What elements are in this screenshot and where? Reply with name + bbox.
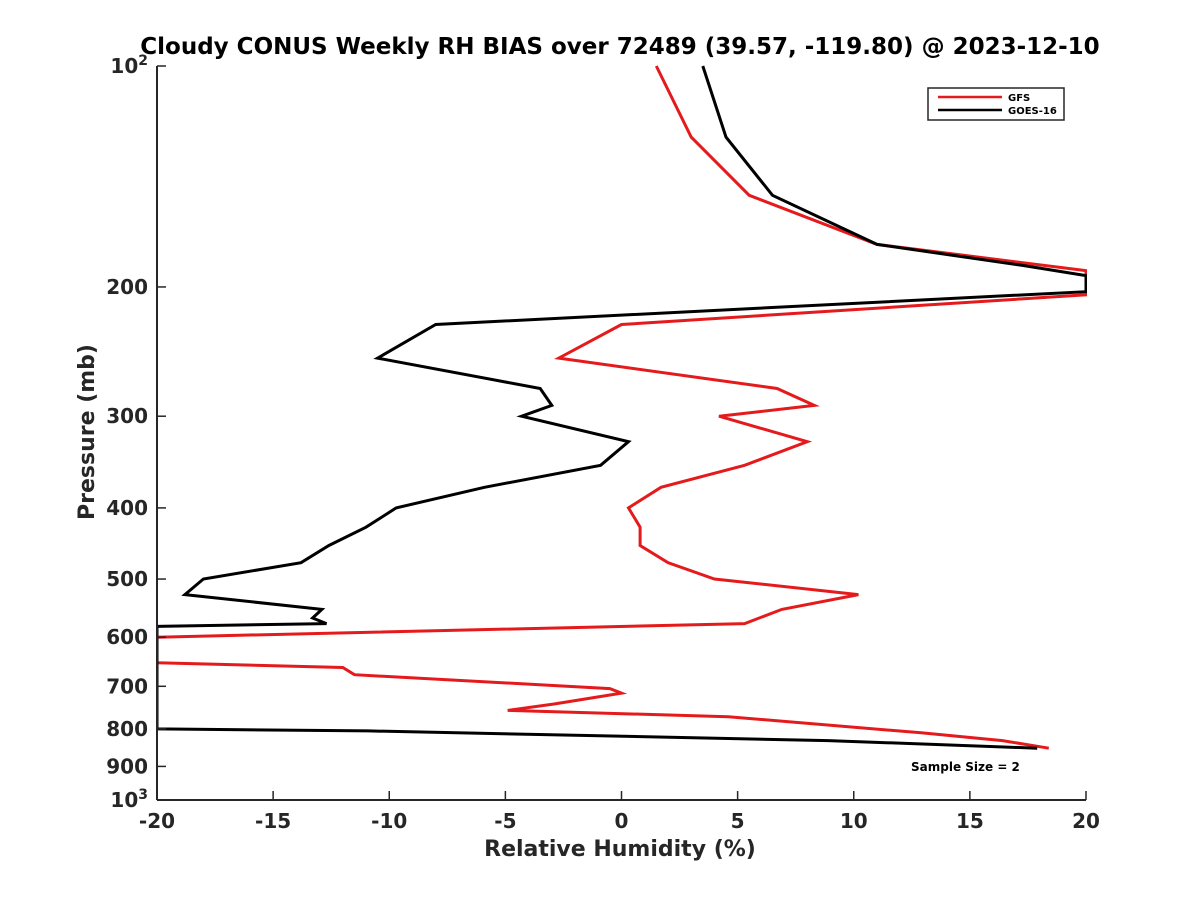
series-line-gfs [157,65,1087,750]
chart-title: Cloudy CONUS Weekly RH BIAS over 72489 (… [140,34,1099,60]
x-tick-label: 0 [615,809,629,833]
plot-background [157,66,1086,800]
x-tick-label: -10 [371,809,407,833]
series-line-goes-16 [157,65,1087,750]
x-tick-label: 5 [731,809,745,833]
y-tick-label: 200 [106,275,148,299]
y-tick-label: 102 [110,53,148,78]
y-axis-label: Pressure (mb) [75,344,100,520]
legend-label-gfs: GFS [1008,93,1030,104]
x-tick-label: -15 [255,809,291,833]
y-tick-label: 300 [106,404,148,428]
y-tick-label: 800 [106,717,148,741]
x-ticks: -20 -15 -10 -5 0 5 10 15 20 [139,791,1100,833]
y-tick-label: 700 [106,674,148,698]
y-tick-label: 600 [106,625,148,649]
x-tick-label: 15 [956,809,984,833]
x-tick-label: 10 [840,809,868,833]
y-tick-label: 900 [106,754,148,778]
legend-label-goes-16: GOES-16 [1008,106,1057,117]
legend-box [927,87,1065,121]
x-tick-label: 20 [1072,809,1100,833]
x-tick-label: -5 [494,809,516,833]
plot-area [157,66,1086,800]
series-layer [157,65,1087,750]
y-tick-label: 103 [110,787,148,812]
y-ticks: 102 200 300 400 500 600 700 800 900 103 [106,53,166,812]
legend: GFS GOES-16 [927,87,1065,121]
y-tick-label: 500 [106,567,148,591]
x-axis-label: Relative Humidity (%) [484,837,756,862]
y-tick-label: 400 [106,496,148,520]
x-tick-label: -20 [139,809,175,833]
sample-size-annotation: Sample Size = 2 [911,760,1020,774]
